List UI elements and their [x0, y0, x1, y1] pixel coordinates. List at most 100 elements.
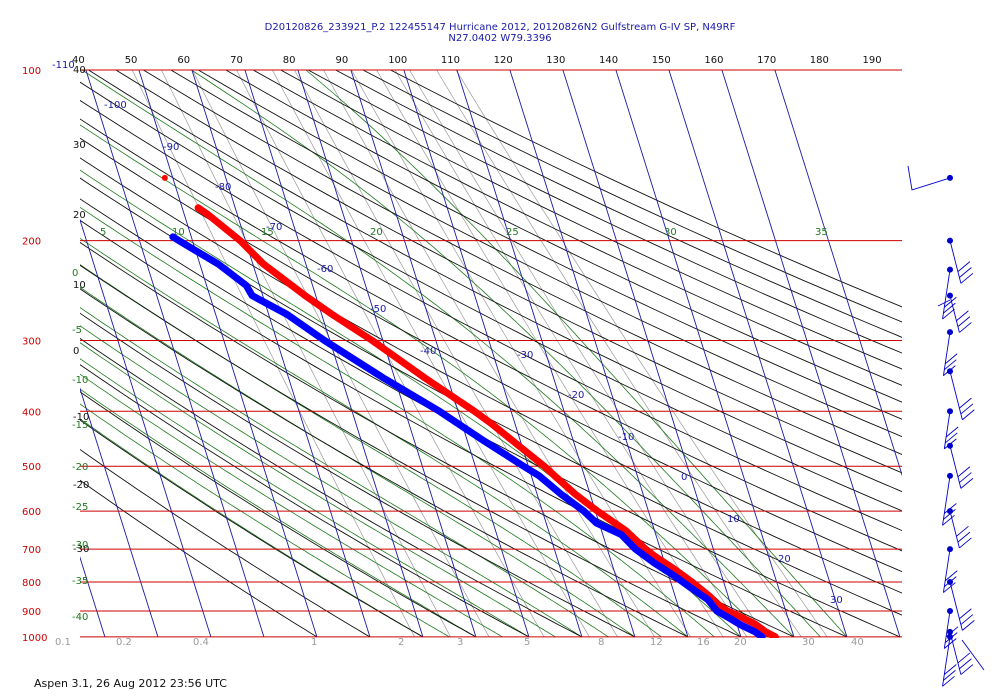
wind-barb: [942, 269, 951, 320]
top-scale-label: 100: [388, 55, 407, 66]
moist-adiabat-left-label: -30: [72, 540, 88, 551]
isotherm-label: -100: [104, 100, 127, 111]
moist-adiabat-left-label: 0: [72, 268, 78, 279]
moist-adiabat-line: [80, 325, 583, 638]
top-scale-label: 50: [125, 55, 138, 66]
mixing-ratio-label: 0.1: [55, 637, 71, 648]
wind-barb-flag: [956, 310, 969, 322]
dewpoint-profile: [169, 233, 766, 638]
dry-adiabat-line: [80, 137, 902, 573]
wind-barb-flag: [960, 403, 974, 415]
isotherm-label: 20: [778, 554, 791, 565]
moist-adiabat-label: 25: [506, 227, 519, 238]
wind-barb-flag: [959, 608, 972, 620]
wind-barb-flag: [944, 638, 957, 649]
wind-barb-flag: [957, 316, 971, 327]
moist-adiabat-line: [80, 237, 689, 638]
moist-adiabat-line: [80, 342, 556, 638]
dry-adiabat-line: [390, 70, 902, 308]
top-scale-label: 190: [863, 55, 882, 66]
temperature-isolated-point: [161, 174, 168, 181]
top-scale-label: 40: [72, 55, 85, 66]
chart-title-line2: N27.0402 W79.3396: [448, 33, 552, 44]
dry-adiabat-line: [88, 70, 902, 493]
mixing-ratio-line: [294, 70, 618, 638]
isotherm-label: -110: [52, 60, 75, 71]
moist-adiabat-line: [80, 124, 768, 638]
wind-barb-flag: [942, 675, 955, 687]
moist-adiabat-line: [80, 206, 715, 638]
isotherm-line: [615, 70, 795, 638]
dry-adiabat-line: [115, 70, 902, 474]
dry-adiabat-line: [80, 419, 424, 638]
mixing-ratio-label: 30: [802, 637, 815, 648]
wind-barb-flag: [944, 353, 958, 365]
dry-adiabat-line: [143, 70, 902, 456]
moist-adiabat-left-label: -25: [72, 502, 88, 513]
mixing-ratio-line: [161, 70, 451, 638]
pressure-label: 800: [22, 578, 41, 589]
pressure-label: 900: [22, 607, 41, 618]
mixing-ratio-label: 2: [398, 637, 404, 648]
dry-adiabat-label: -30: [73, 544, 89, 555]
wind-barb: [949, 581, 963, 631]
dry-adiabat-label: 20: [73, 210, 86, 221]
wind-barb-flag: [945, 426, 959, 438]
wind-barb-flag: [944, 432, 958, 444]
moist-adiabat-left-label: -35: [72, 576, 88, 587]
isotherm-label: -50: [370, 304, 386, 315]
isotherm-line: [191, 70, 371, 638]
dry-adiabat-line: [80, 198, 901, 638]
wind-barb-flag: [957, 261, 971, 273]
dry-adiabat-line: [170, 70, 902, 438]
wind-barb: [942, 332, 951, 376]
mixing-ratio-line: [323, 70, 655, 638]
mixing-ratio-label: 1: [311, 637, 317, 648]
top-scale-label: 70: [230, 55, 243, 66]
top-scale-label: 60: [177, 55, 190, 66]
dry-adiabat-line: [80, 99, 902, 532]
isobar-lines: [80, 69, 902, 638]
mixing-ratio-label: 40: [851, 637, 864, 648]
isotherm-line: [509, 70, 689, 638]
pressure-label: 400: [22, 407, 41, 418]
mixing-ratio-label: 12: [650, 637, 663, 648]
moist-adiabat-line: [81, 70, 795, 638]
isotherm-line: [456, 70, 636, 638]
dry-adiabat-line: [80, 264, 742, 638]
dry-adiabat-line: [335, 70, 902, 338]
mixing-ratio-label: 0.2: [116, 637, 132, 648]
wind-barb: [942, 549, 951, 593]
moist-adiabat-line: [80, 286, 636, 638]
top-scale-label: 120: [494, 55, 513, 66]
wind-barb: [949, 511, 960, 549]
isotherm-line: [244, 70, 424, 638]
mixing-ratio-line: [131, 70, 415, 638]
mixing-ratio-line: [272, 70, 590, 638]
dry-adiabat-line: [252, 70, 902, 386]
mixing-ratio-line: [394, 70, 748, 638]
mixing-ratio-line: [409, 70, 767, 638]
top-scale-label: 140: [599, 55, 618, 66]
isotherm-label: 0: [681, 472, 687, 483]
wind-barb: [907, 165, 951, 191]
wind-barb-flag: [956, 525, 969, 537]
top-scale-label: 170: [757, 55, 776, 66]
moist-adiabat-left-label: -15: [72, 420, 88, 431]
moist-adiabat-left-label: -5: [72, 325, 82, 336]
wind-barb-flag: [942, 514, 955, 526]
pressure-label: 100: [22, 66, 41, 77]
isotherm-label: -10: [618, 432, 634, 443]
wind-barb: [949, 240, 962, 284]
dry-adiabat-line: [80, 118, 902, 552]
moist-adiabat-line: [305, 70, 848, 638]
isotherm-line: [85, 70, 265, 638]
isotherm-line: [80, 387, 159, 638]
isotherm-label: -20: [568, 390, 584, 401]
moist-adiabat-label: 10: [172, 227, 185, 238]
moist-adiabat-line: [80, 403, 450, 638]
pressure-label: 200: [22, 237, 41, 248]
isotherm-label: 30: [830, 595, 843, 606]
